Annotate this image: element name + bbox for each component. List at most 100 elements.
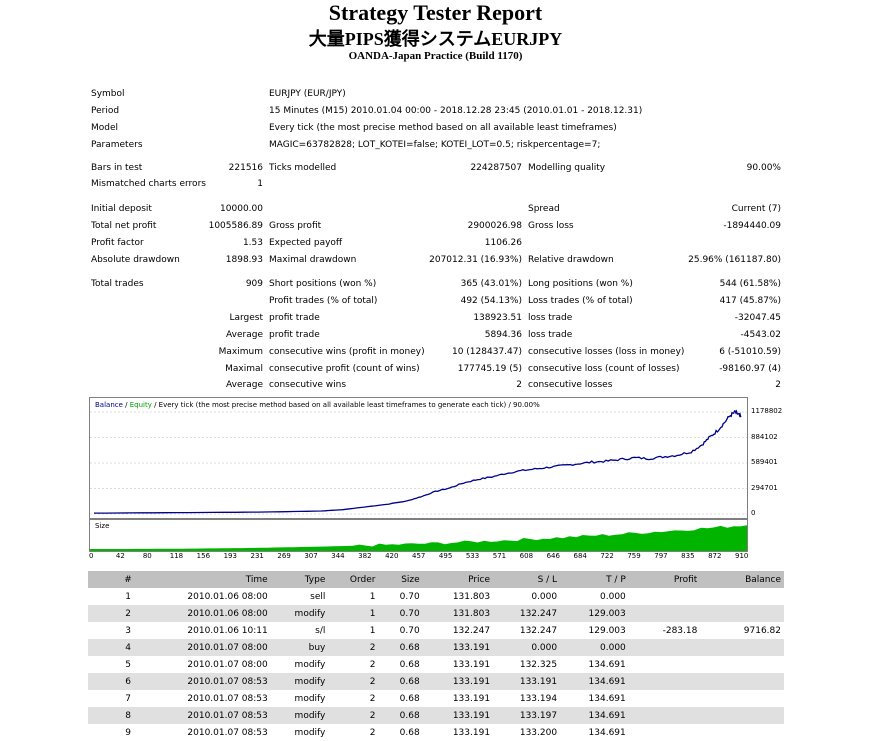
table-cell: 2010.01.06 10:11 bbox=[187, 625, 268, 636]
average-loss-value: -4543.02 bbox=[740, 330, 781, 340]
x-tick-label: 193 bbox=[223, 552, 237, 560]
table-cell: 2 bbox=[369, 659, 376, 670]
period-value: 15 Minutes (M15) 2010.01.04 00:00 - 2018… bbox=[269, 106, 643, 116]
x-tick-label: 646 bbox=[546, 552, 560, 560]
x-tick-label: 571 bbox=[492, 552, 507, 560]
short-label: Short positions (won %) bbox=[269, 279, 377, 289]
y-tick-label: 884102 bbox=[751, 432, 778, 441]
table-cell: 133.191 bbox=[452, 659, 491, 670]
grossloss-label: Gross loss bbox=[528, 221, 574, 231]
table-cell bbox=[700, 656, 784, 673]
table-cell: 129.003 bbox=[588, 625, 626, 636]
symbol-label: Symbol bbox=[91, 89, 125, 99]
x-tick-label: 495 bbox=[438, 552, 453, 560]
pf-value: 1.53 bbox=[242, 238, 263, 248]
table-cell: 0.000 bbox=[560, 639, 629, 656]
table-cell bbox=[700, 605, 784, 622]
size-area bbox=[90, 525, 747, 551]
reldd-label: Relative drawdown bbox=[528, 255, 614, 265]
x-tick-label: 797 bbox=[654, 552, 668, 560]
maximal-label: Maximal bbox=[225, 364, 263, 374]
table-cell: s/l bbox=[315, 625, 326, 636]
mcw-value: 10 (128437.47) bbox=[451, 347, 522, 357]
table-cell: 6 bbox=[88, 673, 169, 690]
ptrades-value: 492 (54.13%) bbox=[460, 296, 522, 306]
table-row: 5 2010.01.07 08:00 modify 2 0.68 133.191 132.3… bbox=[88, 656, 784, 673]
table-cell: 134.691 bbox=[560, 673, 629, 690]
ticks-value: 224287507 bbox=[470, 163, 522, 173]
x-tick-label: 420 bbox=[385, 552, 399, 560]
table-cell: 0.70 bbox=[378, 605, 423, 622]
long-label: Long positions (won %) bbox=[528, 279, 633, 289]
table-cell: 133.191 bbox=[422, 707, 494, 724]
table-row: 8 2010.01.07 08:53 modify 2 0.68 133.191 133.1… bbox=[88, 707, 784, 724]
chart-legend: Balance / Equity / Every tick (the most … bbox=[95, 401, 540, 409]
table-cell: 2 bbox=[328, 707, 379, 724]
average-profit-value: 5894.36 bbox=[484, 330, 522, 340]
model-label: Model bbox=[91, 123, 119, 133]
table-cell: 134.691 bbox=[588, 727, 626, 738]
average-label: Average bbox=[226, 330, 263, 340]
table-cell: modify bbox=[294, 727, 326, 738]
table-cell: 133.191 bbox=[422, 673, 494, 690]
largest-profit-label: profit trade bbox=[269, 313, 320, 323]
quality-value: 90.00% bbox=[746, 163, 781, 173]
table-cell: 5 bbox=[125, 659, 131, 670]
table-cell: 133.191 bbox=[422, 639, 494, 656]
grossprofit-label: Gross profit bbox=[269, 221, 322, 231]
table-cell: -283.18 bbox=[662, 625, 698, 636]
table-cell: 134.691 bbox=[560, 707, 629, 724]
ltrades-label: Loss trades (% of total) bbox=[528, 296, 633, 306]
bars-label: Bars in test bbox=[91, 163, 143, 173]
table-cell bbox=[700, 639, 784, 656]
table-cell: buy bbox=[270, 639, 329, 656]
mclc-label: consecutive loss (count of losses) bbox=[528, 364, 680, 374]
mcl-label: consecutive losses (loss in money) bbox=[528, 347, 685, 357]
mismatch-label: Mismatched charts errors bbox=[91, 179, 206, 189]
legend-balance: Balance bbox=[95, 401, 123, 409]
table-cell: 9716.82 bbox=[743, 625, 781, 636]
table-cell bbox=[700, 724, 784, 741]
x-tick-label: 80 bbox=[142, 552, 152, 560]
x-tick-label: 0 bbox=[89, 552, 94, 560]
acw-label: consecutive wins bbox=[269, 380, 347, 390]
payoff-value: 1106.26 bbox=[484, 238, 522, 248]
table-cell bbox=[629, 690, 701, 707]
table-cell bbox=[628, 673, 701, 690]
table-cell: 2 bbox=[328, 639, 379, 656]
table-cell: 1 bbox=[369, 591, 376, 602]
table-cell bbox=[628, 639, 701, 656]
params-value: MAGIC=63782828; LOT_KOTEI=false; KOTEI_L… bbox=[269, 140, 601, 150]
x-tick-label: 269 bbox=[277, 552, 291, 560]
table-cell: 133.194 bbox=[519, 693, 558, 704]
table-cell: 132.247 bbox=[452, 625, 491, 636]
netprofit-value: 1005586.89 bbox=[208, 221, 263, 231]
mcl-value: 6 (-51010.59) bbox=[719, 347, 781, 357]
deposit-value: 10000.00 bbox=[220, 204, 263, 214]
params-label: Parameters bbox=[91, 140, 143, 150]
table-cell: 7 bbox=[125, 693, 131, 704]
table-cell: 1 bbox=[328, 605, 379, 622]
balance-series-line bbox=[94, 409, 742, 514]
ltrades-value: 417 (45.87%) bbox=[719, 296, 781, 306]
grossprofit-value: 2900026.98 bbox=[467, 221, 522, 231]
largest-loss-label: loss trade bbox=[528, 313, 573, 323]
balance-chart-svg bbox=[90, 409, 747, 515]
table-row: 7 2010.01.07 08:53 modify 2 0.68 133.191 133.1… bbox=[88, 690, 784, 707]
ticks-label: Ticks modelled bbox=[269, 163, 337, 173]
table-cell bbox=[629, 656, 701, 673]
column-header: # bbox=[88, 571, 169, 588]
y-tick-label: 589401 bbox=[751, 458, 778, 466]
table-cell: 8 bbox=[88, 707, 169, 724]
table-cell bbox=[628, 707, 701, 724]
table-cell bbox=[629, 724, 701, 741]
table-cell: 133.191 bbox=[493, 673, 561, 690]
x-tick-label: 835 bbox=[681, 552, 695, 560]
table-cell: 132.325 bbox=[519, 659, 558, 670]
column-header: Order bbox=[328, 571, 379, 588]
size-chart: Size bbox=[89, 519, 748, 552]
column-header: Price bbox=[422, 571, 494, 588]
table-cell: 129.003 bbox=[560, 605, 629, 622]
column-header: Type bbox=[270, 571, 329, 588]
